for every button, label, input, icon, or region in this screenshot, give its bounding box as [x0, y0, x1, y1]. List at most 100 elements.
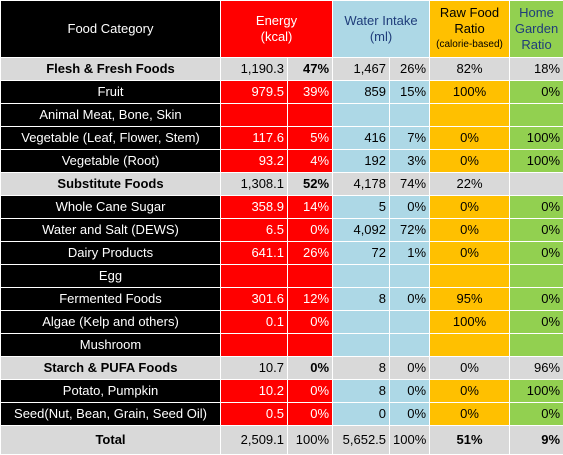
- food-item-row: Fruit 979.5 39% 859 15% 100% 0%: [0, 80, 563, 104]
- food-category-cell: Starch & PUFA Foods: [0, 356, 221, 380]
- raw-food-ratio-cell: 82%: [429, 57, 511, 81]
- food-item-row: Vegetable (Root) 93.2 4% 192 3% 0% 100%: [0, 149, 563, 173]
- home-garden-ratio-cell: 96%: [509, 356, 563, 380]
- raw-food-ratio-cell: [429, 264, 511, 288]
- header-raw-sub: (calorie-based): [436, 39, 503, 50]
- total-row: Total 2,509.1 100% 5,652.5 100% 51% 9%: [0, 425, 563, 455]
- raw-food-ratio-cell: 22%: [429, 172, 511, 196]
- category-group-row: Starch & PUFA Foods 10.7 0% 8 0% 0% 96%: [0, 356, 563, 380]
- water-percent-cell: 0%: [389, 287, 431, 311]
- energy-value-cell: 641.1: [220, 241, 288, 265]
- energy-percent-cell: 47%: [286, 57, 334, 81]
- home-garden-ratio-cell: [509, 333, 563, 357]
- home-garden-ratio-cell: 0%: [509, 195, 563, 219]
- energy-value-cell: 0.5: [220, 402, 288, 426]
- energy-percent-cell: 12%: [286, 287, 334, 311]
- home-garden-ratio-cell: 0%: [509, 287, 563, 311]
- header-water-unit: (ml): [369, 29, 393, 44]
- water-percent-cell: [389, 333, 431, 357]
- header-home-label: Home: [519, 5, 554, 20]
- water-value-cell: 1,467: [332, 57, 391, 81]
- raw-food-ratio-cell: 0%: [429, 356, 511, 380]
- raw-food-ratio-cell: 0%: [429, 218, 511, 242]
- home-garden-ratio-cell: 100%: [509, 149, 563, 173]
- home-garden-ratio-cell: 0%: [509, 310, 563, 334]
- energy-value-cell: 1,190.3: [220, 57, 288, 81]
- energy-percent-cell: 39%: [286, 80, 334, 104]
- home-garden-ratio-cell: 0%: [509, 402, 563, 426]
- home-garden-ratio-cell: 0%: [509, 218, 563, 242]
- food-category-cell: Fermented Foods: [0, 287, 221, 311]
- raw-food-ratio-cell: 51%: [429, 425, 511, 455]
- food-category-cell: Flesh & Fresh Foods: [0, 57, 221, 81]
- energy-percent-cell: 0%: [286, 356, 334, 380]
- energy-value-cell: 358.9: [220, 195, 288, 219]
- home-garden-ratio-cell: 100%: [509, 126, 563, 150]
- food-category-cell: Vegetable (Root): [0, 149, 221, 173]
- home-garden-ratio-cell: 0%: [509, 80, 563, 104]
- energy-value-cell: 1,308.1: [220, 172, 288, 196]
- water-percent-cell: [389, 310, 431, 334]
- food-category-cell: Dairy Products: [0, 241, 221, 265]
- energy-percent-cell: [286, 333, 334, 357]
- energy-value-cell: [220, 264, 288, 288]
- water-value-cell: 8: [332, 356, 391, 380]
- food-category-cell: Water and Salt (DEWS): [0, 218, 221, 242]
- header-energy: Energy (kcal): [219, 0, 334, 58]
- food-category-cell: Potato, Pumpkin: [0, 379, 221, 403]
- energy-percent-cell: 14%: [286, 195, 334, 219]
- home-garden-ratio-cell: 0%: [509, 241, 563, 265]
- raw-food-ratio-cell: 100%: [429, 310, 511, 334]
- energy-percent-cell: 52%: [286, 172, 334, 196]
- energy-percent-cell: 0%: [286, 310, 334, 334]
- food-category-cell: Vegetable (Leaf, Flower, Stem): [0, 126, 221, 150]
- raw-food-ratio-cell: 100%: [429, 80, 511, 104]
- header-food-category: Food Category: [0, 0, 221, 58]
- food-category-cell: Total: [0, 425, 221, 455]
- water-value-cell: 192: [332, 149, 391, 173]
- food-item-row: Vegetable (Leaf, Flower, Stem) 117.6 5% 416…: [0, 126, 563, 150]
- energy-percent-cell: 0%: [286, 379, 334, 403]
- food-category-cell: Seed(Nut, Bean, Grain, Seed Oil): [0, 402, 221, 426]
- energy-percent-cell: 0%: [286, 402, 334, 426]
- energy-percent-cell: 100%: [286, 425, 334, 455]
- water-percent-cell: 100%: [389, 425, 431, 455]
- food-item-row: Dairy Products 641.1 26% 72 1% 0% 0%: [0, 241, 563, 265]
- water-percent-cell: 0%: [389, 356, 431, 380]
- energy-percent-cell: 5%: [286, 126, 334, 150]
- water-percent-cell: [389, 264, 431, 288]
- home-garden-ratio-cell: 100%: [509, 379, 563, 403]
- raw-food-ratio-cell: 95%: [429, 287, 511, 311]
- water-value-cell: 5: [332, 195, 391, 219]
- energy-value-cell: [220, 103, 288, 127]
- energy-value-cell: 301.6: [220, 287, 288, 311]
- header-home-label-3: Ratio: [521, 37, 552, 52]
- energy-percent-cell: [286, 103, 334, 127]
- energy-value-cell: 979.5: [220, 80, 288, 104]
- water-value-cell: [332, 103, 391, 127]
- food-item-row: Fermented Foods 301.6 12% 8 0% 95% 0%: [0, 287, 563, 311]
- food-item-row: Egg: [0, 264, 563, 288]
- energy-value-cell: 10.2: [220, 379, 288, 403]
- raw-food-ratio-cell: 0%: [429, 402, 511, 426]
- energy-value-cell: 117.6: [220, 126, 288, 150]
- water-value-cell: 8: [332, 287, 391, 311]
- water-percent-cell: 74%: [389, 172, 431, 196]
- header-raw-food-ratio: Raw Food Ratio (calorie-based): [429, 0, 511, 58]
- home-garden-ratio-cell: [509, 172, 563, 196]
- header-home-garden-ratio: Home Garden Ratio: [509, 0, 563, 58]
- food-item-row: Potato, Pumpkin 10.2 0% 8 0% 0% 100%: [0, 379, 563, 403]
- water-percent-cell: 1%: [389, 241, 431, 265]
- raw-food-ratio-cell: 0%: [429, 126, 511, 150]
- header-raw-label: Raw Food: [439, 5, 500, 20]
- water-percent-cell: 0%: [389, 379, 431, 403]
- raw-food-ratio-cell: 0%: [429, 149, 511, 173]
- header-water-label: Water Intake: [344, 13, 418, 28]
- food-item-row: Whole Cane Sugar 358.9 14% 5 0% 0% 0%: [0, 195, 563, 219]
- home-garden-ratio-cell: 9%: [509, 425, 563, 455]
- energy-value-cell: [220, 333, 288, 357]
- header-water-intake: Water Intake (ml): [332, 0, 431, 58]
- food-item-row: Seed(Nut, Bean, Grain, Seed Oil) 0.5 0% 0 0%…: [0, 402, 563, 426]
- food-category-cell: Substitute Foods: [0, 172, 221, 196]
